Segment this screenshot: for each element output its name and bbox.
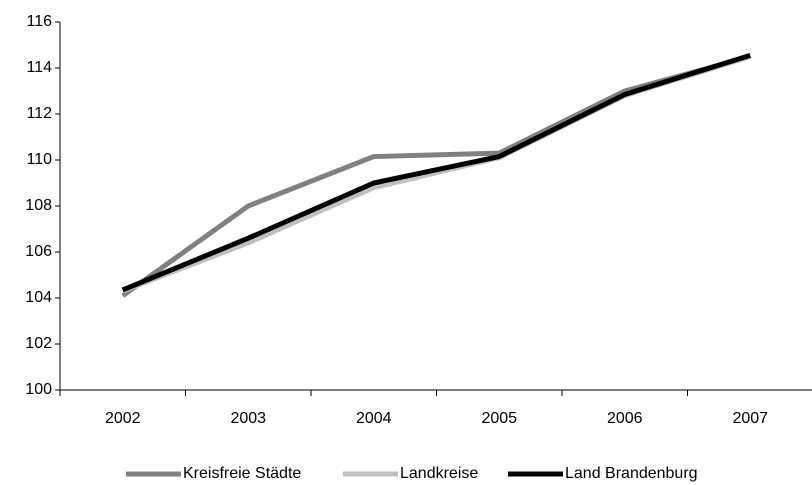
y-tick-label: 110 — [26, 151, 52, 168]
series-line — [121, 54, 751, 298]
x-tick-label: 2006 — [607, 410, 643, 427]
series-line — [121, 54, 751, 294]
y-tick-label: 100 — [25, 381, 52, 398]
x-tick-label: 2005 — [481, 410, 517, 427]
series-line — [121, 52, 751, 293]
y-tick-label: 104 — [25, 289, 52, 306]
y-tick-label: 108 — [25, 197, 52, 214]
y-tick-label: 102 — [25, 335, 52, 352]
x-tick-label: 2004 — [356, 410, 392, 427]
x-tick-label: 2002 — [105, 410, 141, 427]
y-tick-label: 116 — [26, 13, 52, 30]
y-tick-label: 106 — [25, 243, 52, 260]
y-tick-label: 114 — [26, 59, 52, 76]
x-tick-label: 2003 — [230, 410, 266, 427]
legend-label: Kreisfreie Städte — [183, 465, 301, 482]
y-tick-label: 112 — [26, 105, 52, 122]
legend-label: Land Brandenburg — [565, 465, 698, 482]
x-tick-label: 2007 — [732, 410, 768, 427]
legend-label: Landkreise — [400, 465, 478, 482]
